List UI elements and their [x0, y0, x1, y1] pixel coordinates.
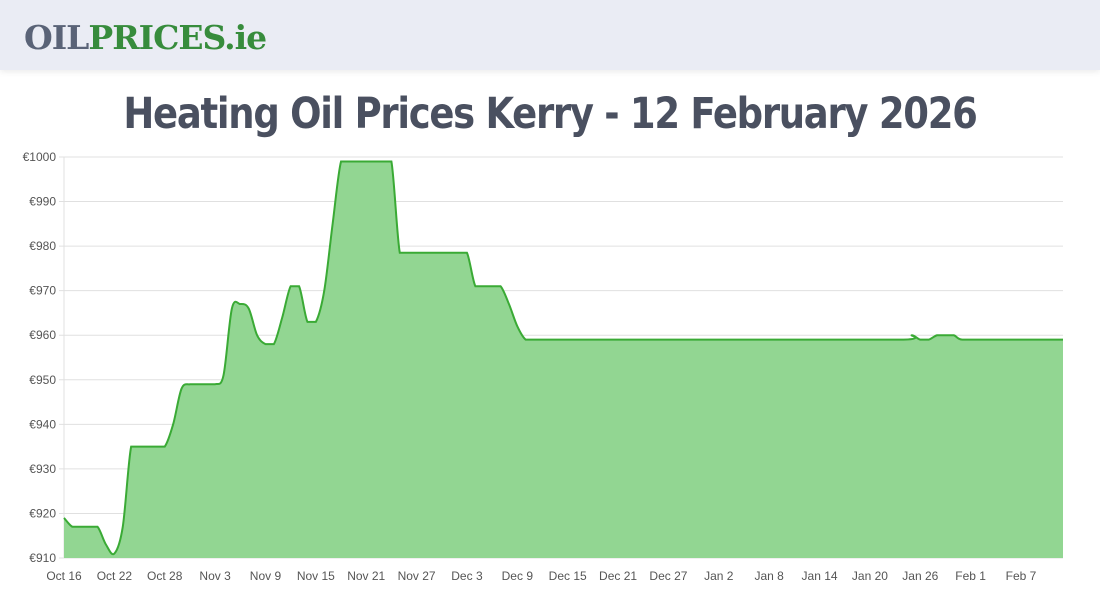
site-header: OILPRICES.ie: [0, 0, 1100, 70]
y-tick-label: €940: [29, 417, 56, 431]
price-line: [63, 160, 1063, 556]
y-tick-label: €930: [29, 462, 56, 476]
y-tick-label: €1000: [23, 150, 57, 164]
y-tick-label: €990: [29, 195, 56, 209]
y-tick-label: €980: [29, 239, 56, 253]
x-tick-label: Jan 8: [754, 569, 784, 583]
x-tick-label: Nov 3: [199, 569, 231, 583]
page-title: Heating Oil Prices Kerry - 12 February 2…: [123, 89, 977, 139]
y-tick-label: €970: [29, 284, 56, 298]
y-tick-label: €920: [29, 506, 56, 520]
x-tick-label: Dec 15: [549, 569, 587, 583]
x-tick-label: Nov 21: [347, 569, 385, 583]
x-tick-label: Feb 1: [955, 569, 986, 583]
x-tick-label: Nov 15: [297, 569, 335, 583]
x-tick-label: Oct 16: [46, 569, 82, 583]
x-tick-label: Dec 3: [451, 569, 483, 583]
x-tick-label: Jan 2: [704, 569, 734, 583]
y-axis-labels: €1000 €990 €980 €970 €960 €950 €940 €930 €920 €91…: [23, 150, 57, 565]
x-tick-label: Dec 27: [649, 569, 687, 583]
x-tick-label: Jan 26: [902, 569, 938, 583]
y-tick-label: €910: [29, 551, 56, 565]
x-tick-label: Dec 9: [502, 569, 534, 583]
x-tick-label: Dec 21: [599, 569, 637, 583]
x-tick-label: Feb 7: [1006, 569, 1037, 583]
x-tick-label: Nov 9: [250, 569, 282, 583]
x-tick-label: Jan 14: [802, 569, 838, 583]
y-tick-label: €960: [29, 328, 56, 342]
logo-text-oil: OIL: [24, 18, 89, 57]
x-tick-label: Oct 28: [147, 569, 183, 583]
logo-text-prices: PRICES.ie: [88, 18, 267, 57]
x-axis-labels: Oct 16 Oct 22 Oct 28 Nov 3 Nov 9 Nov 15 Nov 21…: [46, 569, 1036, 583]
y-tick-label: €950: [29, 373, 56, 387]
x-tick-label: Oct 22: [97, 569, 133, 583]
x-tick-label: Jan 20: [852, 569, 888, 583]
price-area-fill: [64, 161, 1063, 558]
x-tick-label: Nov 27: [398, 569, 436, 583]
site-logo[interactable]: OILPRICES.ie: [24, 18, 267, 58]
